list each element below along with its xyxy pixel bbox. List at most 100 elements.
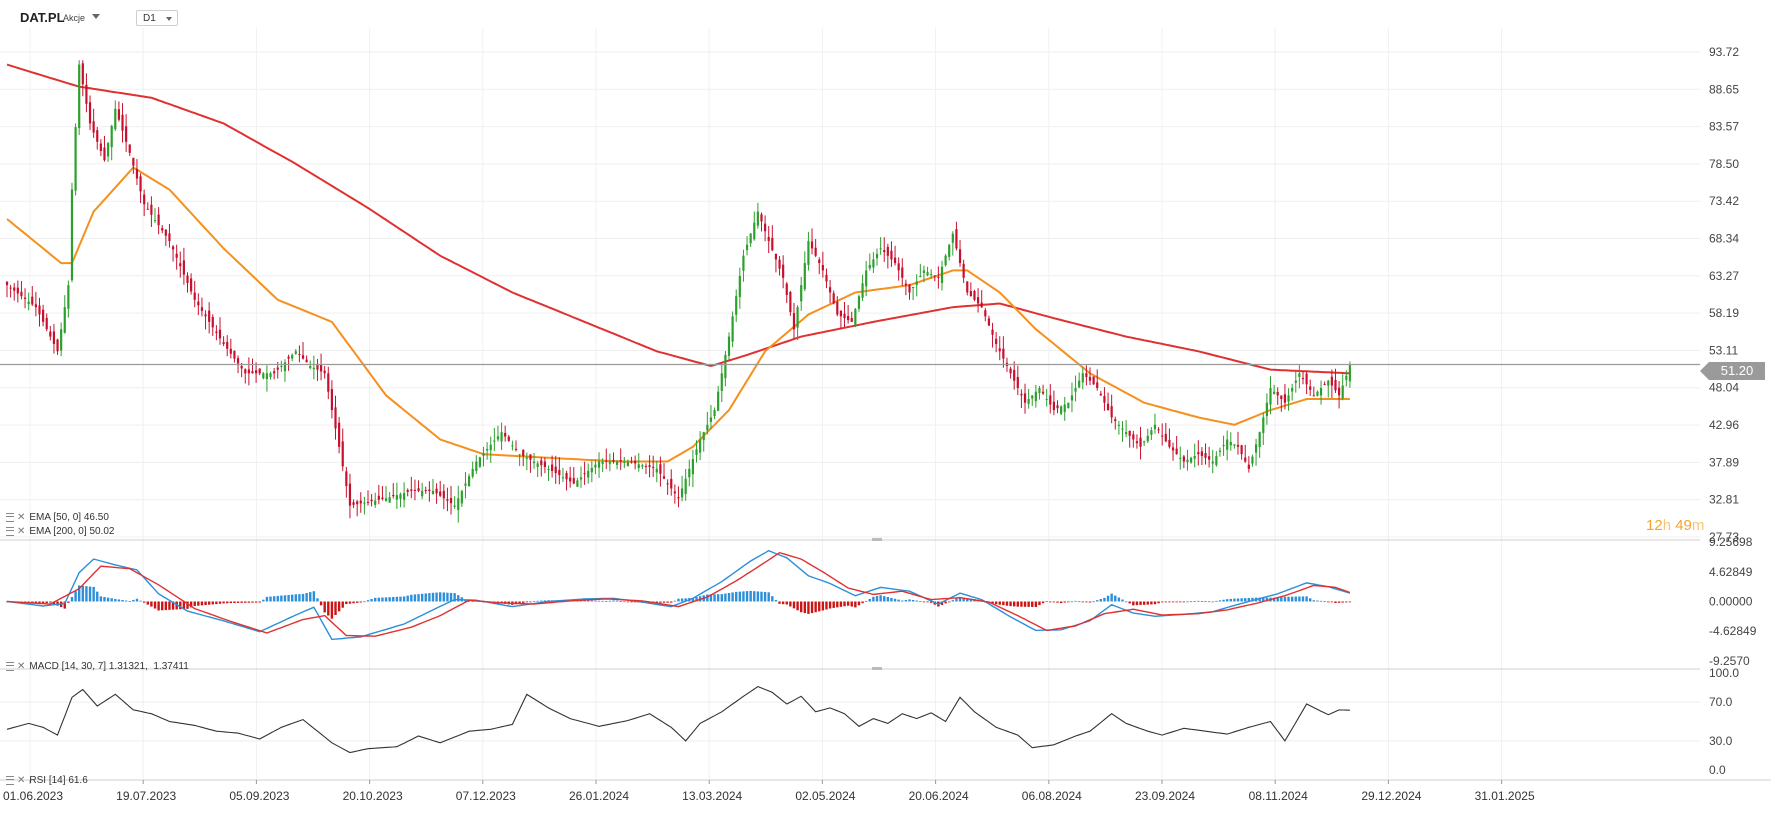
rsi-axis-label: 30.0 (1709, 734, 1733, 748)
macd-histogram-bar (168, 601, 171, 610)
settings-lines-icon[interactable] (6, 662, 14, 671)
candle-body (1013, 369, 1016, 381)
interval-selector[interactable]: D1 (136, 10, 178, 26)
close-icon[interactable]: ✕ (17, 526, 26, 537)
settings-lines-icon[interactable] (6, 527, 14, 536)
macd-histogram-bar (218, 601, 222, 604)
candle-body (1179, 457, 1182, 459)
candle-body (388, 497, 391, 503)
x-axis-label: 06.08.2024 (1022, 789, 1082, 803)
symbol-dropdown-icon[interactable] (92, 14, 100, 19)
macd-histogram-bar (919, 601, 922, 602)
macd-histogram-bar (1157, 601, 1160, 604)
candle-body (933, 275, 936, 277)
settings-lines-icon[interactable] (6, 513, 14, 522)
macd-histogram-bar (525, 601, 529, 603)
candle-body (904, 283, 907, 286)
macd-histogram-bar (63, 601, 66, 609)
candle-body (1251, 456, 1254, 464)
macd-signal-value: 1.37411 (153, 661, 189, 672)
macd-histogram-bar (738, 591, 742, 602)
candle-body (1229, 441, 1232, 446)
candle-body (229, 348, 232, 354)
candle-body (345, 471, 348, 487)
candle-body (922, 270, 926, 273)
candle-body (1218, 450, 1222, 452)
close-icon[interactable]: ✕ (17, 512, 26, 523)
macd-histogram-bar (846, 601, 850, 606)
x-axis-label: 08.11.2024 (1249, 789, 1308, 803)
candle-body (215, 331, 218, 333)
candle-body (283, 362, 287, 372)
close-icon[interactable]: ✕ (17, 661, 26, 672)
macd-histogram-bar (540, 600, 543, 602)
candle-body (1323, 384, 1326, 386)
macd-histogram-bar (348, 601, 352, 604)
candle-body (287, 356, 290, 359)
macd-histogram-bar (897, 599, 900, 602)
panel-resize-handle[interactable] (872, 667, 882, 670)
candle-body (1330, 376, 1333, 386)
macd-histogram-bar (471, 601, 474, 602)
macd-histogram-bar (785, 601, 788, 605)
macd-histogram-bar (85, 586, 88, 602)
candle-body (280, 365, 283, 367)
candle-body (1027, 399, 1030, 404)
macd-histogram-bar (1305, 596, 1308, 602)
candle-body (121, 114, 124, 131)
candle-body (807, 241, 810, 265)
candle-body (915, 281, 918, 286)
macd-histogram-bar (226, 601, 229, 604)
candle-body (56, 339, 59, 352)
macd-histogram-bar (81, 585, 85, 602)
candle-body (1135, 441, 1139, 444)
macd-histogram-bar (991, 601, 994, 604)
panel-resize-handle[interactable] (872, 538, 882, 541)
macd-histogram-bar (1341, 601, 1344, 603)
candle-body (13, 287, 16, 291)
candle-body (1139, 437, 1142, 447)
candle-body (399, 494, 402, 499)
candle-body (1125, 432, 1128, 435)
candle-body (1085, 373, 1088, 377)
macd-histogram-bar (399, 596, 402, 602)
macd-histogram-bar (1117, 597, 1121, 602)
candle-body (677, 497, 680, 499)
candle-body (305, 359, 308, 363)
settings-lines-icon[interactable] (6, 776, 14, 785)
candle-body (211, 316, 214, 328)
candle-body (832, 293, 835, 304)
macd-histogram-bar (146, 601, 149, 605)
macd-histogram-bar (839, 601, 843, 607)
macd-histogram-bar (1132, 601, 1135, 606)
candle-body (987, 318, 991, 326)
candle-body (937, 276, 940, 278)
candle-body (634, 460, 637, 464)
candle-body (843, 313, 846, 319)
candle-body (836, 301, 839, 315)
macd-histogram-bar (204, 601, 207, 606)
macd-histogram-bar (442, 592, 446, 602)
candle-body (641, 465, 644, 467)
candle-body (890, 250, 893, 260)
macd-histogram-bar (655, 601, 658, 603)
symbol-name[interactable]: DAT.PL (20, 10, 65, 25)
candle-body (164, 229, 167, 236)
macd-histogram-bar (265, 596, 269, 602)
candle-body (251, 371, 254, 374)
candle-body (78, 64, 81, 129)
candle-body (1222, 444, 1225, 447)
macd-histogram-bar (1092, 601, 1095, 603)
close-icon[interactable]: ✕ (17, 775, 26, 786)
macd-histogram-bar (727, 592, 731, 602)
macd-histogram-bar (753, 591, 756, 602)
macd-histogram-bar (1124, 601, 1128, 603)
macd-histogram-bar (911, 599, 915, 602)
candle-body (709, 417, 713, 422)
candle-body (529, 454, 532, 460)
candle-body (269, 373, 272, 377)
macd-histogram-bar (352, 601, 355, 604)
candle-body (847, 316, 850, 321)
candle-body (1254, 444, 1258, 453)
